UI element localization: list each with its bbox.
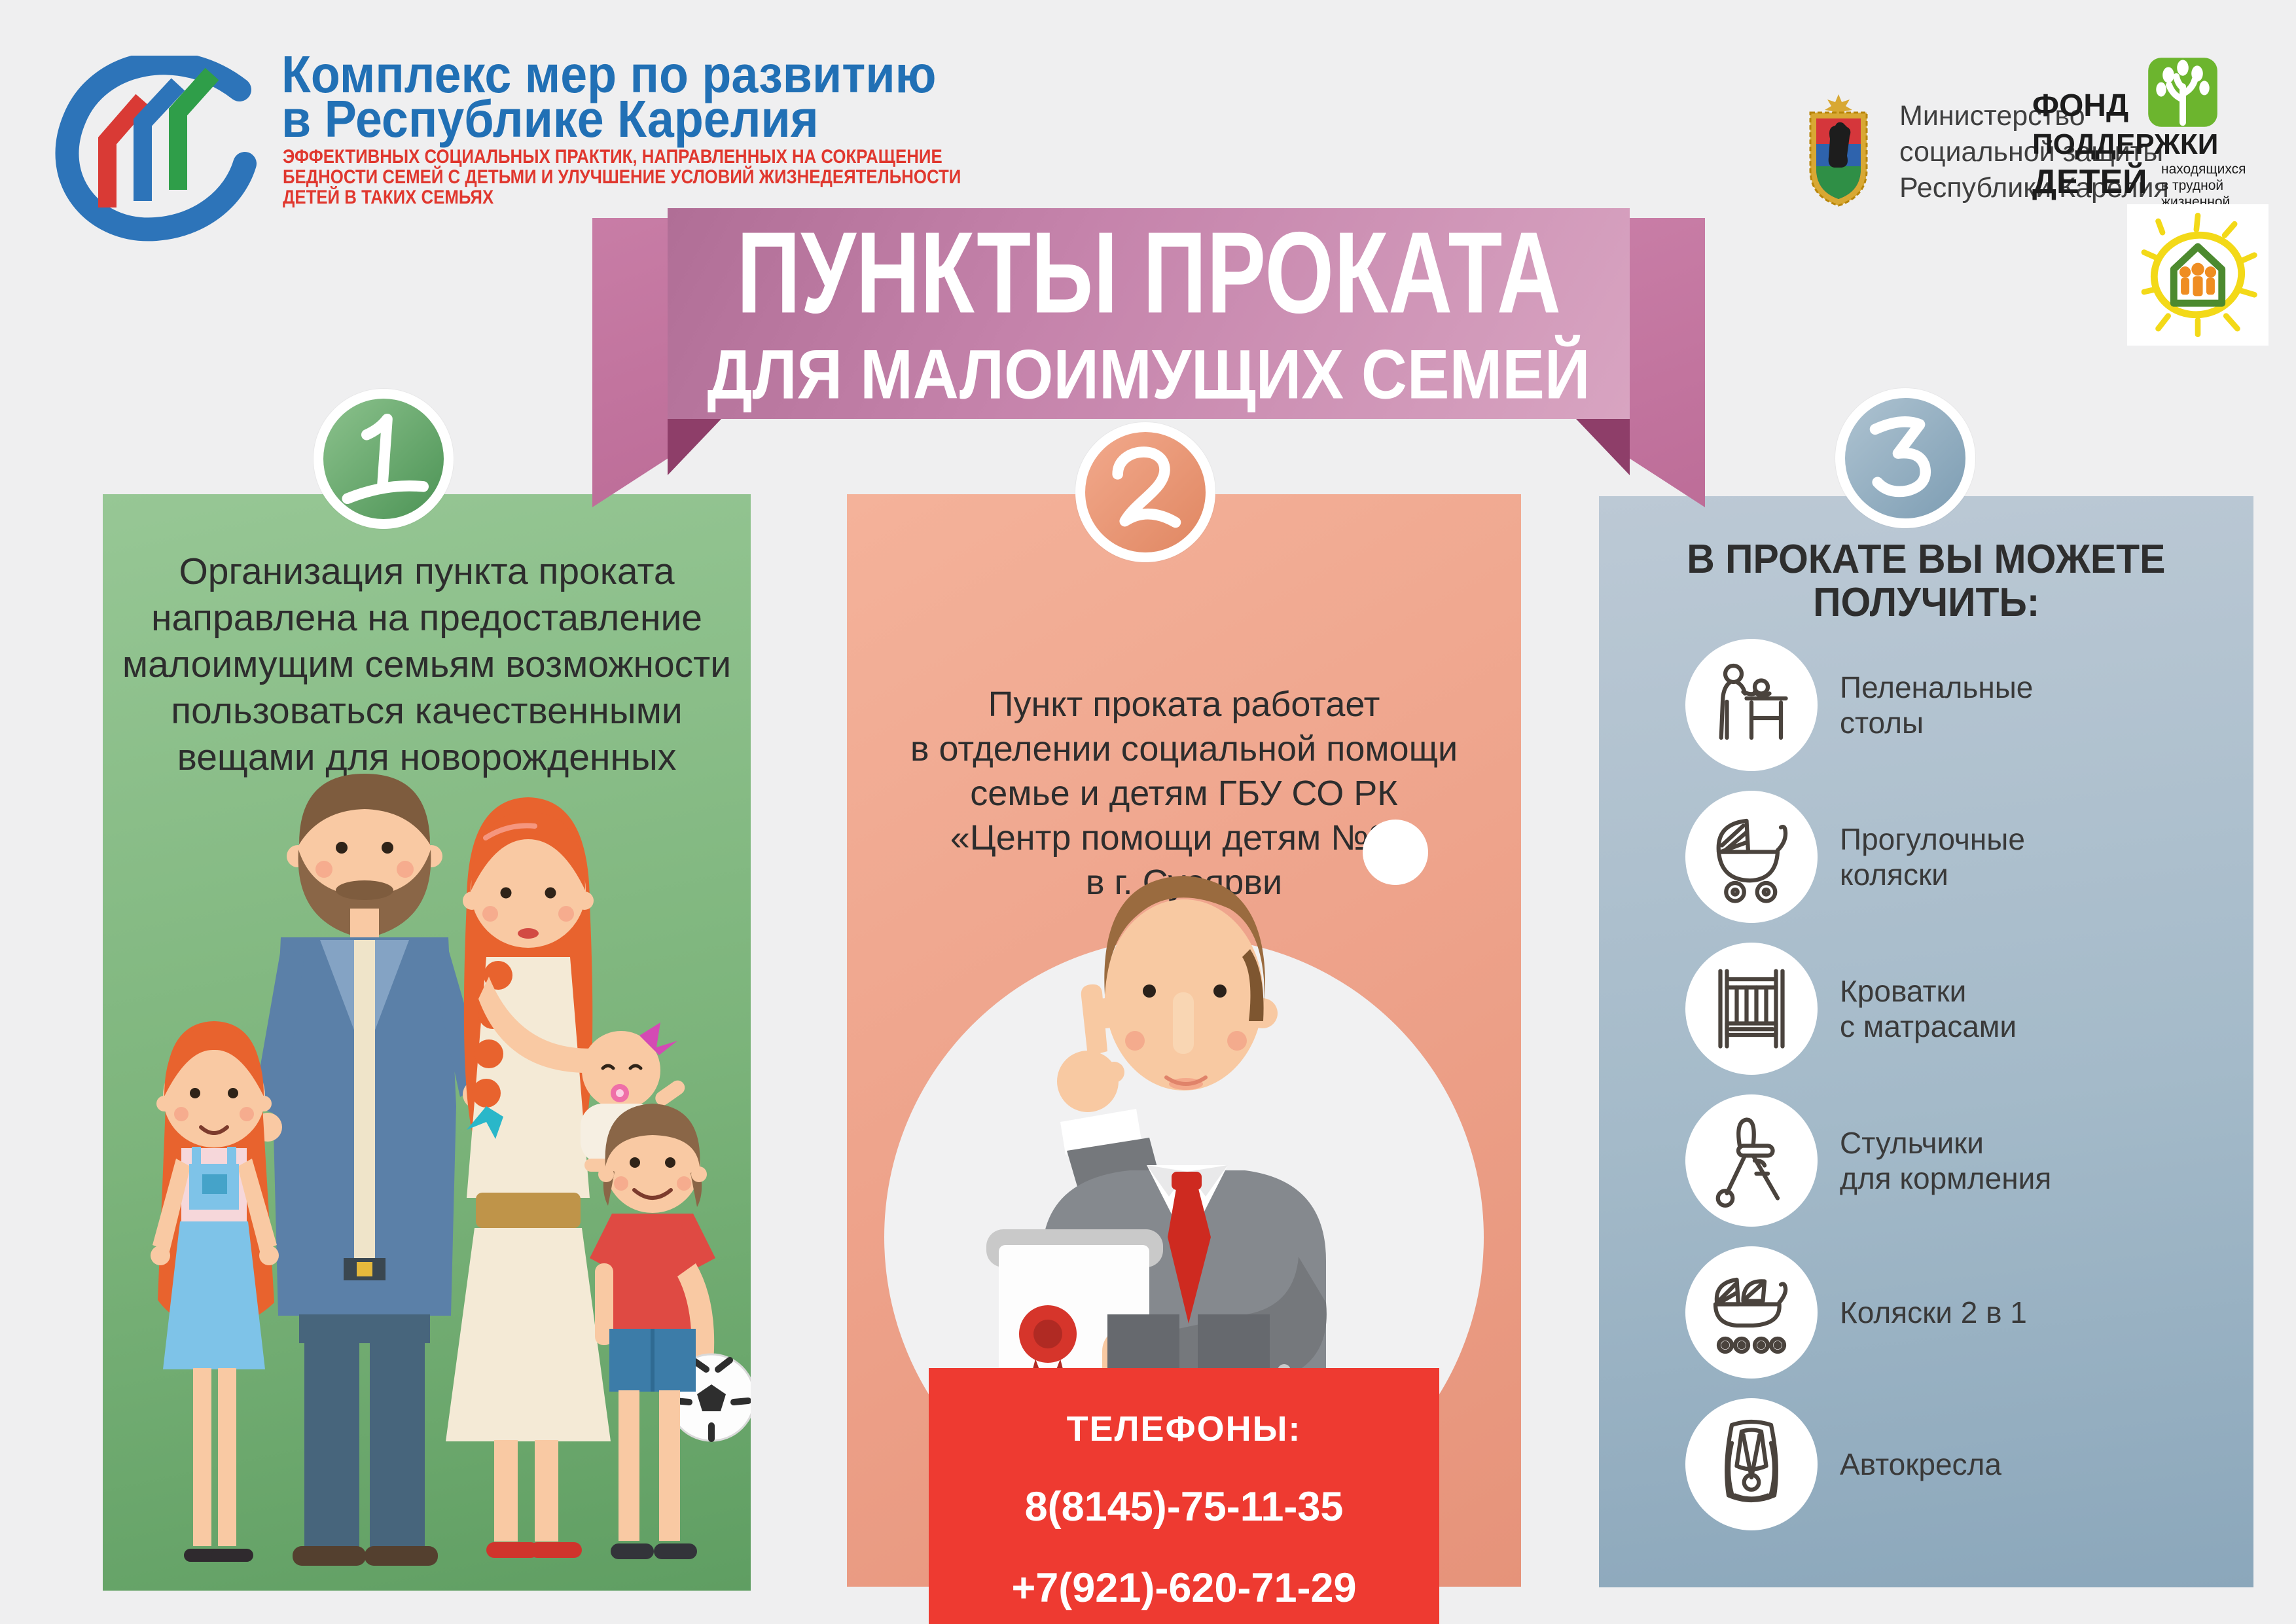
section2-line1: Пункт проката работает xyxy=(988,685,1380,724)
program-subtitle: ЭФФЕКТИВНЫХ СОЦИАЛЬНЫХ ПРАКТИК, НАПРАВЛЕ… xyxy=(283,147,1071,208)
ministry-line1: Министерство xyxy=(1899,100,2085,132)
phones-heading: ТЕЛЕФОНЫ: xyxy=(1066,1409,1302,1449)
rental-item-label: Кроватки с матрасами xyxy=(1840,974,2017,1043)
banner-subtitle: ДЛЯ МАЛОИМУЩИХ СЕМЕЙ xyxy=(707,335,1590,414)
program-subtitle-line1: ЭФФЕКТИВНЫХ СОЦИАЛЬНЫХ ПРАКТИК, НАПРАВЛЕ… xyxy=(283,146,942,168)
ministry-line2: социальной защиты xyxy=(1899,136,2164,168)
section2-line2: в отделении социальной помощи xyxy=(910,729,1458,768)
fund-word1: ФОНД xyxy=(2032,88,2129,123)
rental-item-label: Прогулочные коляски xyxy=(1840,822,2025,892)
banner: ПУНКТЫ ПРОКАТА ДЛЯ МАЛОИМУЩИХ СЕМЕЙ xyxy=(668,208,1630,419)
karelia-program-swoosh-icon xyxy=(55,56,257,242)
rental-item-row: Стульчики для кормления xyxy=(1685,1094,2235,1227)
section1-text: Организация пункта проката направлена на… xyxy=(119,549,734,781)
banner-title: ПУНКТЫ ПРОКАТА xyxy=(736,208,1561,338)
section3-number-badge: 3 xyxy=(1835,388,1975,528)
pram-2in1-icon xyxy=(1685,1246,1818,1379)
fund-word2: ПОДДЕРЖКИ xyxy=(2032,128,2219,160)
section2-line3: семье и детям ГБУ СО РК xyxy=(970,774,1398,813)
rental-item-row: Кроватки с матрасами xyxy=(1685,943,2235,1075)
section1-line3: малоимущим семьям возможности xyxy=(122,643,732,685)
section2-number-badge: 2 xyxy=(1075,422,1215,562)
phones-box: ТЕЛЕФОНЫ: 8(8145)-75-11-35 +7(921)-620-7… xyxy=(929,1368,1439,1624)
karelia-coat-of-arms-icon xyxy=(1809,94,1868,207)
rental-item-row: Коляски 2 в 1 xyxy=(1685,1246,2235,1379)
crib-icon xyxy=(1685,943,1818,1075)
banner-ribbon-left-tail xyxy=(592,218,668,507)
banner-ribbon-right-fold xyxy=(1576,419,1630,475)
changing-table-icon xyxy=(1685,639,1818,771)
rental-item-label: Пеленальные столы xyxy=(1840,670,2034,740)
section2-line5: в г. Суоярви xyxy=(1085,863,1283,902)
section2-text: Пункт проката работает в отделении социа… xyxy=(860,682,1508,905)
section3-heading: В ПРОКАТЕ ВЫ МОЖЕТЕ ПОЛУЧИТЬ: xyxy=(1599,538,2253,624)
section1-line1: Организация пункта проката xyxy=(179,550,675,592)
stroller-icon xyxy=(1685,791,1818,923)
program-subtitle-line3: ДЕТЕЙ В ТАКИХ СЕМЬЯХ xyxy=(283,187,494,208)
banner-ribbon-right-tail xyxy=(1629,218,1705,507)
car-seat-icon xyxy=(1685,1398,1818,1530)
program-title-line1: Комплекс мер по развитию xyxy=(281,45,937,103)
phone-number-1: 8(8145)-75-11-35 xyxy=(1024,1484,1344,1530)
rental-item-row: Пеленальные столы xyxy=(1685,639,2235,771)
program-subtitle-line2: БЕДНОСТИ СЕМЕЙ С ДЕТЬМИ И УЛУЧШЕНИЕ УСЛО… xyxy=(283,166,961,188)
rental-item-label: Автокресла xyxy=(1840,1447,2001,1481)
phone-number-2: +7(921)-620-71-29 xyxy=(1011,1565,1357,1611)
rental-item-row: Прогулочные коляски xyxy=(1685,791,2235,923)
highchair-icon xyxy=(1685,1094,1818,1227)
section1-line2: направлена на предоставление xyxy=(151,597,702,639)
ministry-line3: Республики Карелия xyxy=(1899,172,2169,204)
rental-item-row: Автокресла xyxy=(1685,1398,2235,1530)
section3-heading-line1: В ПРОКАТЕ ВЫ МОЖЕТЕ xyxy=(1687,537,2166,582)
rental-item-label: Стульчики для кормления xyxy=(1840,1126,2052,1195)
section1-number-badge: 1 xyxy=(314,389,454,529)
banner-ribbon-left-fold xyxy=(668,419,721,475)
fund-tag1: находящихся xyxy=(2161,162,2246,177)
rental-item-label: Коляски 2 в 1 xyxy=(1840,1295,2027,1329)
fund-tag4: ситуации xyxy=(2161,211,2220,226)
fund-tagline: находящихся в трудной жизненной ситуации xyxy=(2161,161,2246,226)
section1-line4: пользоваться качественными xyxy=(171,690,683,732)
fund-word3: ДЕТЕЙ xyxy=(2032,163,2147,201)
section1-line5: вещами для новорожденных xyxy=(177,736,677,778)
section3-heading-line2: ПОЛУЧИТЬ: xyxy=(1812,580,2040,625)
program-title: Комплекс мер по развитию в Республике Ка… xyxy=(281,45,993,148)
section2-line4: «Центр помощи детям №8», xyxy=(950,818,1418,857)
fund-tag2: в трудной xyxy=(2161,178,2224,193)
ministry-caption: Министерство социальной защиты Республик… xyxy=(1899,98,2169,206)
fund-tag3: жизненной xyxy=(2161,194,2231,209)
program-title-line2: в Республике Карелия xyxy=(281,90,819,148)
